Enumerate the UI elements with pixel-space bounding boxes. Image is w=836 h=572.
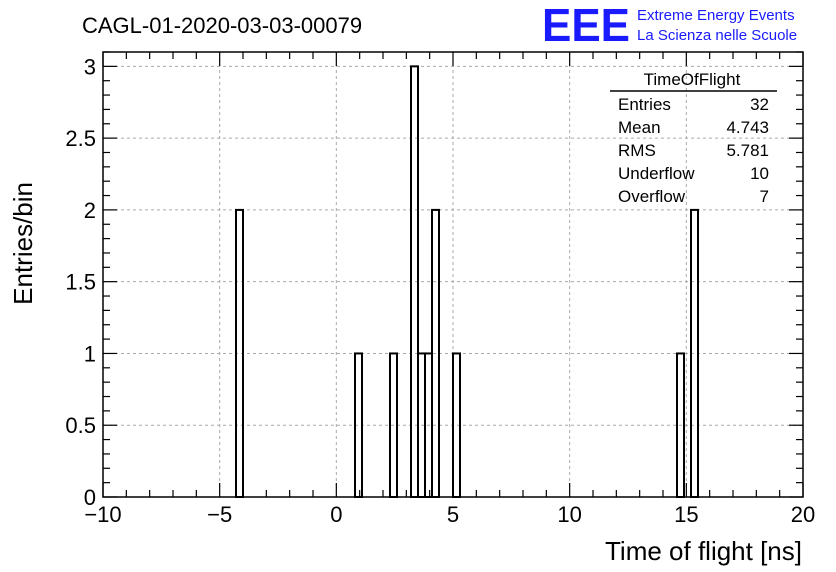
stats-row-label: Underflow <box>618 164 695 183</box>
x-tick-label: 15 <box>674 502 698 527</box>
chart-title: CAGL-01-2020-03-03-00079 <box>82 13 362 38</box>
stats-row-value: 32 <box>750 95 769 114</box>
y-tick-label: 2.5 <box>65 126 96 151</box>
stats-row-value: 7 <box>760 187 769 206</box>
stats-row-label: Entries <box>618 95 671 114</box>
x-tick-label: −5 <box>207 502 232 527</box>
y-tick-label: 3 <box>84 54 96 79</box>
stats-box: TimeOfFlight Entries 32 Mean 4.743 RMS 5.781 U… <box>610 70 777 206</box>
eee-logo-line1: Extreme Energy Events <box>637 7 795 24</box>
x-tick-label: 0 <box>330 502 342 527</box>
axis-ticks <box>102 51 804 498</box>
stats-row-value: 10 <box>750 164 769 183</box>
stats-box-name: TimeOfFlight <box>644 70 741 89</box>
grid-lines <box>103 52 803 497</box>
stats-row-label: Overflow <box>618 187 686 206</box>
histogram-bars <box>235 65 699 499</box>
y-tick-label: 0.5 <box>65 413 96 438</box>
y-tick-label: 2 <box>84 198 96 223</box>
y-axis-label: Entries/bin <box>8 182 38 305</box>
y-tick-label: 1 <box>84 341 96 366</box>
stats-row-value: 4.743 <box>726 118 769 137</box>
axis-tick-labels: −10 −5 0 5 10 15 20 0 0.5 1 1.5 2 2.5 3 <box>65 54 815 527</box>
stats-row-label: Mean <box>618 118 661 137</box>
stats-row-label: RMS <box>618 141 656 160</box>
x-tick-label: 20 <box>791 502 815 527</box>
eee-logo-line2: La Scienza nelle Scuole <box>637 27 797 44</box>
x-tick-label: 10 <box>557 502 581 527</box>
stats-row-value: 5.781 <box>726 141 769 160</box>
x-tick-label: −10 <box>84 502 121 527</box>
x-tick-label: 5 <box>447 502 459 527</box>
eee-logo-letters: EEE <box>542 0 630 51</box>
y-tick-label: 1.5 <box>65 270 96 295</box>
y-tick-label: 0 <box>84 485 96 510</box>
x-axis-label: Time of flight [ns] <box>605 536 802 566</box>
eee-logo: EEE Extreme Energy Events La Scienza nel… <box>542 0 797 51</box>
